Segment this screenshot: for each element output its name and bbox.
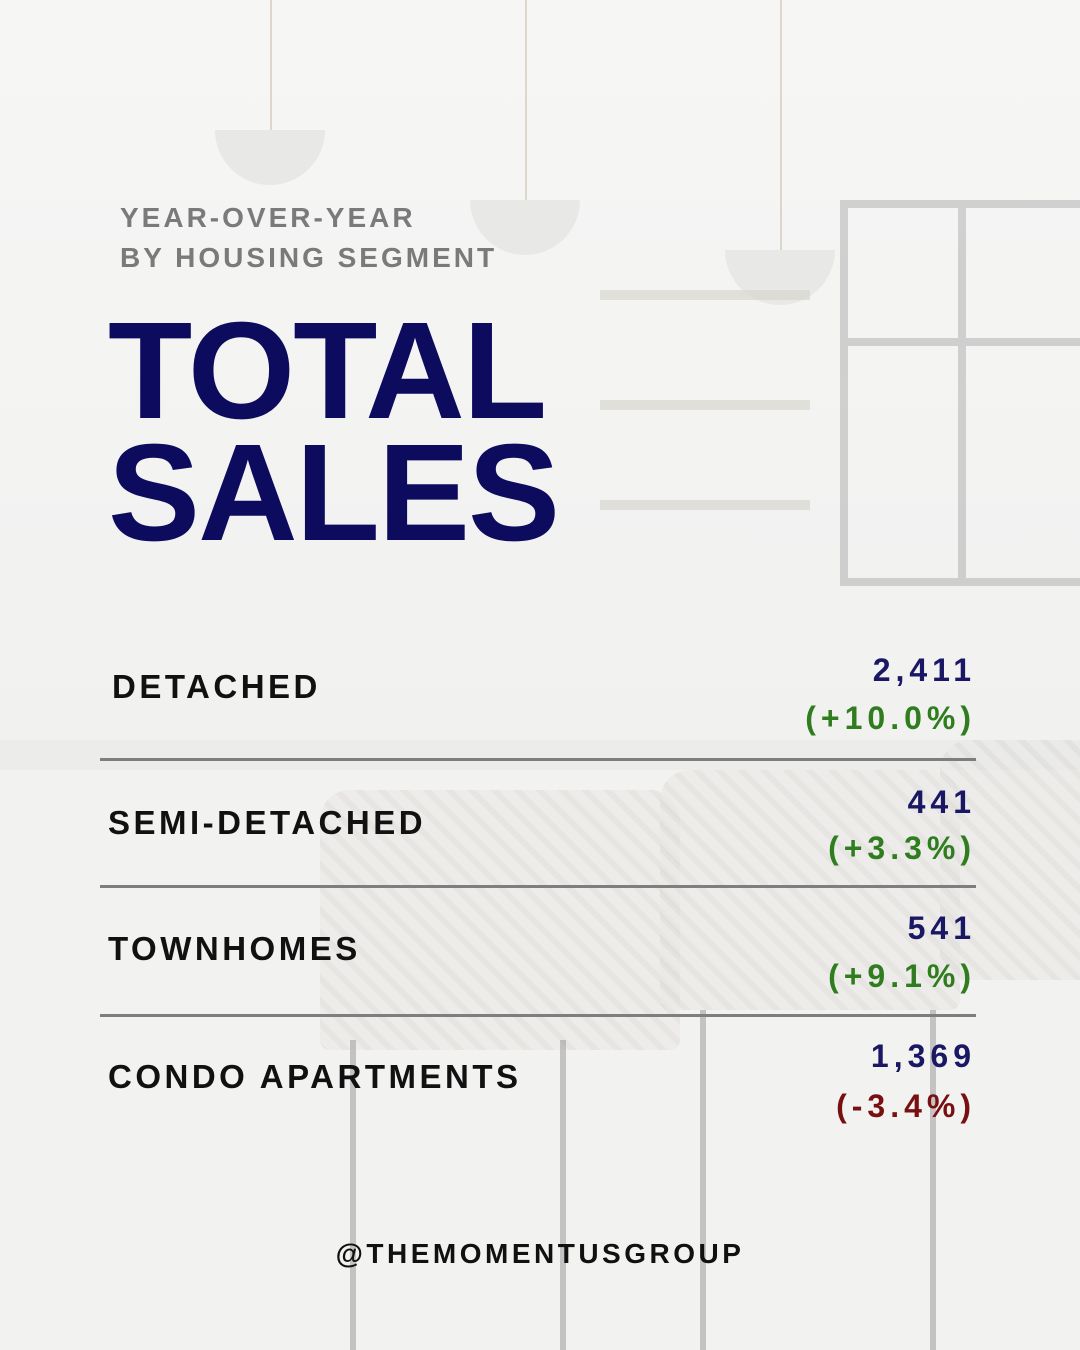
segment-sales-value: 2,411: [872, 652, 976, 688]
segment-label: TOWNHOMES: [108, 930, 361, 967]
segment-sales-value: 541: [907, 910, 976, 946]
segment-row-condo-apartments: CONDO APARTMENTS 1,369 (-3.4%): [100, 1038, 978, 1138]
segment-sales-value: 441: [907, 784, 976, 820]
segment-change-badge: (+10.0%): [805, 700, 976, 736]
page-title: TOTAL SALES: [108, 302, 560, 562]
segment-label: CONDO APARTMENTS: [108, 1058, 522, 1095]
subtitle-line-2: BY HOUSING SEGMENT: [120, 242, 498, 273]
divider: [100, 1014, 976, 1017]
segment-change-badge: (+3.3%): [828, 830, 976, 866]
title-line-2: SALES: [108, 416, 560, 570]
segment-row-townhomes: TOWNHOMES 541 (+9.1%): [100, 910, 978, 1010]
divider: [100, 885, 976, 888]
subtitle: YEAR-OVER-YEAR BY HOUSING SEGMENT: [120, 198, 497, 278]
segment-row-detached: DETACHED 2,411 (+10.0%): [100, 650, 978, 750]
subtitle-line-1: YEAR-OVER-YEAR: [120, 202, 416, 233]
divider: [100, 758, 976, 761]
segment-label: DETACHED: [112, 668, 321, 705]
segment-sales-value: 1,369: [870, 1038, 976, 1074]
segment-label: SEMI-DETACHED: [108, 804, 427, 841]
social-handle: @THEMOMENTUSGROUP: [335, 1238, 745, 1269]
segment-change-badge: (-3.4%): [836, 1088, 976, 1124]
title-line-1: TOTAL: [108, 294, 547, 448]
segment-change-badge: (+9.1%): [828, 958, 976, 994]
segment-row-semi-detached: SEMI-DETACHED 441 (+3.3%): [100, 782, 978, 882]
